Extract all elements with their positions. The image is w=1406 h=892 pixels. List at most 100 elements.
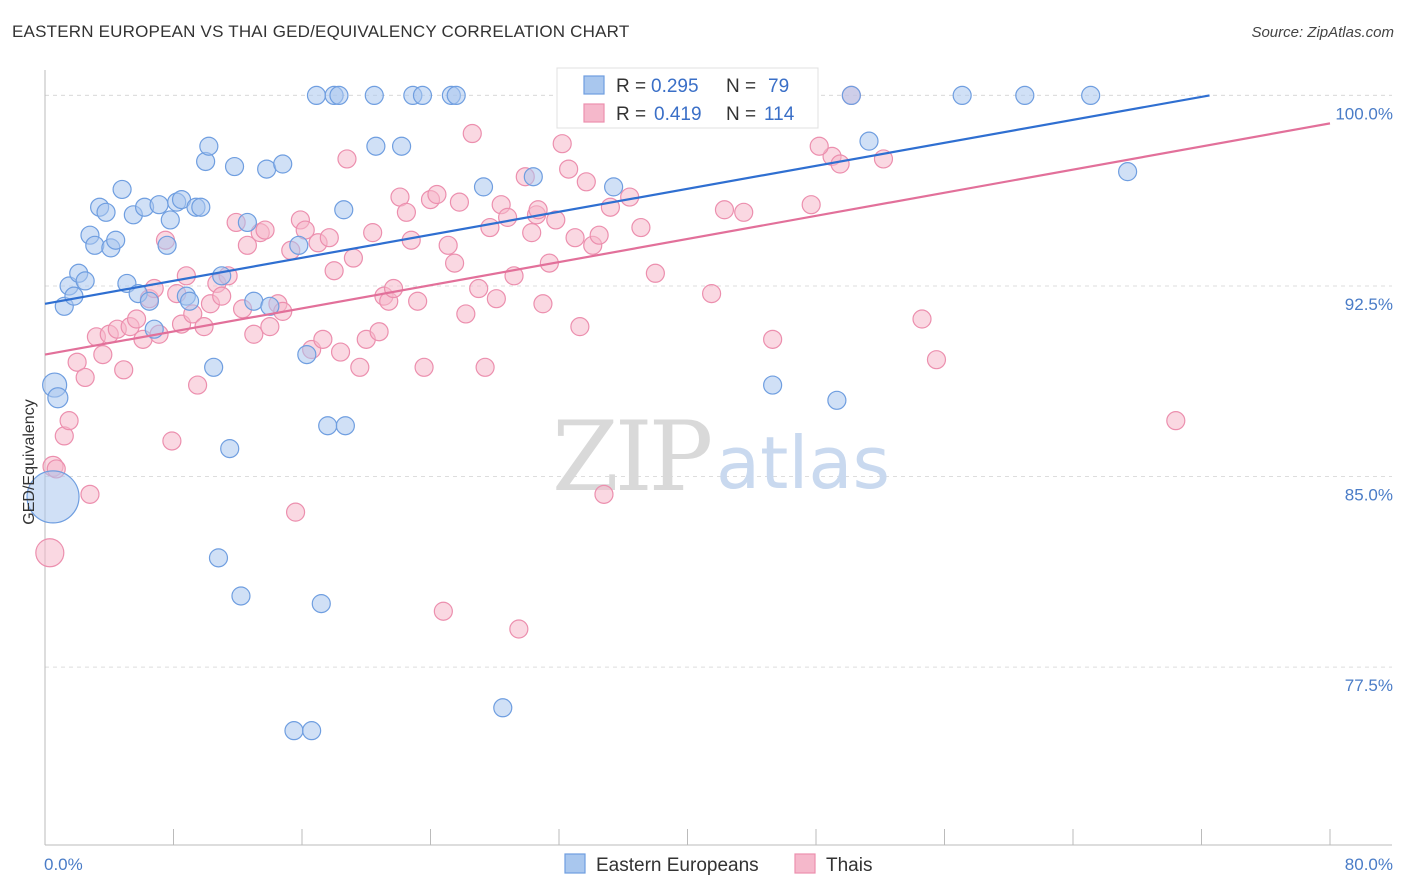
x-tick-label-max: 80.0% <box>1345 855 1393 874</box>
thai-point <box>533 294 553 314</box>
thai-point <box>126 309 147 329</box>
thai-point <box>187 375 208 395</box>
legend-n-label-eastern: N = <box>726 76 756 97</box>
eastern-europeans-points <box>26 83 1138 741</box>
eastern-european-point <box>473 177 494 197</box>
thai-point <box>444 253 465 273</box>
thai-point <box>475 357 495 377</box>
thai-point <box>285 502 306 522</box>
eastern-european-point <box>106 230 126 250</box>
eastern-european-point <box>329 85 349 106</box>
eastern-european-point <box>364 85 384 106</box>
eastern-european-point <box>208 548 229 568</box>
eastern-european-point <box>1015 85 1035 106</box>
thai-point <box>433 601 453 621</box>
eastern-european-point <box>493 698 513 718</box>
thai-point <box>330 342 351 362</box>
eastern-european-point <box>318 416 338 436</box>
thai-point <box>645 263 665 283</box>
thai-point <box>383 278 404 299</box>
thai-point <box>522 223 542 243</box>
eastern-european-point <box>604 177 624 197</box>
legend-swatch-thai <box>583 103 605 123</box>
eastern-european-point <box>952 85 972 106</box>
thai-point <box>427 184 447 205</box>
thai-point <box>324 261 344 281</box>
thai-point <box>570 317 590 337</box>
thai-point <box>456 304 476 324</box>
eastern-european-point <box>224 156 245 177</box>
eastern-european-point <box>763 375 783 395</box>
eastern-european-point <box>257 159 277 179</box>
thai-point <box>509 619 529 639</box>
thai-point <box>594 484 614 504</box>
eastern-european-point <box>523 167 543 187</box>
thais-trend-line <box>44 122 1331 356</box>
thai-point <box>176 266 196 286</box>
thai-point <box>337 149 357 169</box>
eastern-european-point <box>335 416 355 436</box>
thai-point <box>480 217 500 238</box>
axes <box>44 70 1392 846</box>
grid-lines <box>45 94 1392 668</box>
watermark-zip: ZIP <box>552 401 711 513</box>
thai-point <box>631 217 651 238</box>
eastern-european-point <box>47 387 69 409</box>
eastern-european-point <box>289 235 309 255</box>
eastern-european-point <box>96 202 116 222</box>
thai-point <box>438 235 458 255</box>
thais-points <box>35 85 1186 639</box>
eastern-european-point <box>446 85 466 106</box>
thai-point <box>449 192 470 212</box>
thai-point <box>59 411 79 431</box>
thai-point <box>93 344 113 365</box>
thai-point <box>498 207 518 227</box>
eastern-european-point <box>334 200 354 220</box>
thai-point <box>462 123 482 144</box>
thai-point <box>255 220 275 240</box>
thai-point <box>369 322 389 342</box>
legend-n-value-thai: 114 <box>764 104 795 125</box>
thai-point <box>363 223 383 243</box>
y-tick-label: 85.0% <box>1345 486 1393 505</box>
thai-point <box>714 200 735 220</box>
eastern-european-point <box>212 266 232 286</box>
thai-point <box>576 172 596 192</box>
thai-point <box>734 202 754 222</box>
eastern-european-point <box>859 131 879 151</box>
chart-title: EASTERN EUROPEAN VS THAI GED/EQUIVALENCY… <box>12 22 630 41</box>
eastern-european-point <box>302 721 322 741</box>
thai-point <box>830 154 850 174</box>
thai-point <box>260 317 280 337</box>
eastern-european-point <box>297 344 317 365</box>
eastern-european-point <box>1118 162 1138 182</box>
eastern-european-point <box>260 296 280 316</box>
thai-point <box>809 136 829 156</box>
thai-point <box>212 286 232 306</box>
legend-n-value-eastern: 79 <box>768 76 789 97</box>
thai-point <box>162 431 182 451</box>
eastern-european-point <box>199 136 219 156</box>
thai-point <box>80 484 100 504</box>
source-credit: Source: ZipAtlas.com <box>1251 24 1394 41</box>
eastern-european-point <box>149 195 169 215</box>
trend-lines <box>44 94 1331 356</box>
eastern-european-point <box>237 212 257 233</box>
eastern-european-point <box>841 85 861 106</box>
thai-point <box>67 352 87 372</box>
eastern-european-point <box>112 179 132 200</box>
bottom-swatch-thai <box>794 853 816 874</box>
thai-point <box>926 350 947 370</box>
thai-point <box>1166 411 1186 431</box>
eastern-european-point <box>220 439 240 459</box>
y-tick-label: 77.5% <box>1345 676 1393 695</box>
legend-r-value-thai: 0.419 <box>654 104 702 125</box>
series-legend: Eastern Europeans Thais <box>564 853 872 876</box>
eastern-european-point <box>139 291 160 311</box>
y-axis-label: GED/Equivalency <box>21 399 38 524</box>
bottom-legend-eastern: Eastern Europeans <box>596 855 759 876</box>
bottom-swatch-eastern <box>564 853 586 874</box>
thai-point <box>912 309 932 329</box>
bottom-legend-thai: Thais <box>826 855 872 876</box>
y-tick-label: 92.5% <box>1345 295 1393 314</box>
